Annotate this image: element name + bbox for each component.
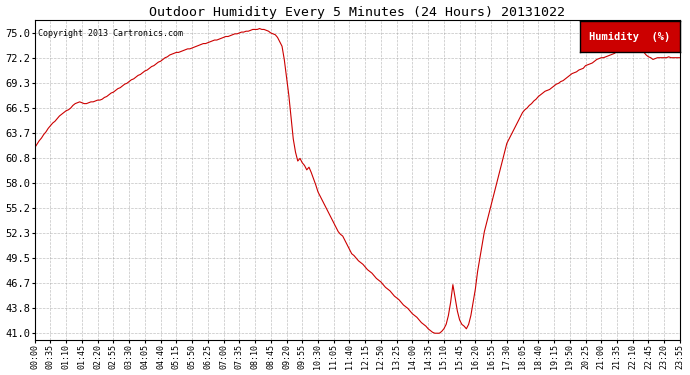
Text: Copyright 2013 Cartronics.com: Copyright 2013 Cartronics.com — [38, 29, 183, 38]
Title: Outdoor Humidity Every 5 Minutes (24 Hours) 20131022: Outdoor Humidity Every 5 Minutes (24 Hou… — [149, 6, 565, 18]
